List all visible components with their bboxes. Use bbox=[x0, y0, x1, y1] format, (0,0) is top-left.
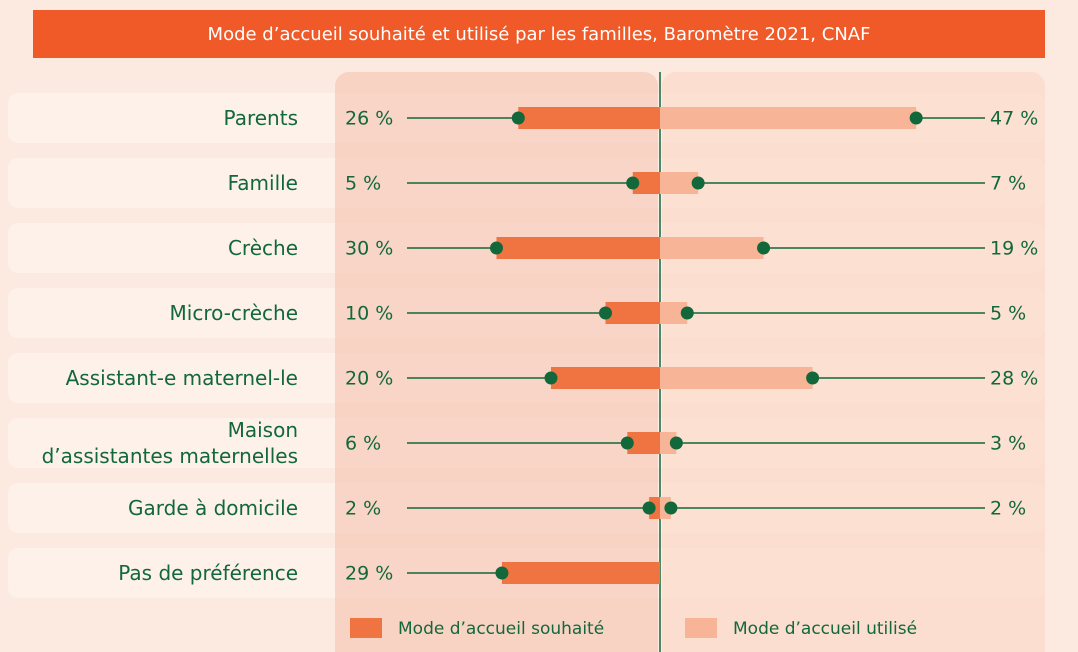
left-panel bbox=[335, 72, 658, 652]
dot bbox=[490, 241, 503, 255]
bar bbox=[660, 367, 813, 389]
dot bbox=[806, 371, 820, 385]
bar bbox=[496, 237, 660, 259]
bar bbox=[660, 302, 688, 324]
value-label: 28 % bbox=[990, 368, 1038, 390]
value-label: 5 % bbox=[990, 303, 1026, 325]
category-label: Crèche bbox=[227, 236, 298, 260]
dot bbox=[909, 111, 923, 125]
dot bbox=[599, 306, 612, 320]
value-label: 10 % bbox=[345, 303, 393, 325]
right-panel bbox=[662, 72, 1045, 652]
value-label: 3 % bbox=[990, 433, 1026, 455]
value-label: 7 % bbox=[990, 173, 1026, 195]
value-label: 6 % bbox=[345, 433, 381, 455]
value-label: 19 % bbox=[990, 238, 1038, 260]
dot bbox=[544, 371, 558, 385]
category-label: Garde à domicile bbox=[128, 496, 298, 520]
value-label: 2 % bbox=[990, 498, 1026, 520]
bar bbox=[605, 302, 660, 324]
bar bbox=[660, 432, 677, 454]
dot bbox=[626, 176, 640, 190]
dot bbox=[511, 111, 525, 125]
category-label: Maison d’assistantes maternelles bbox=[41, 418, 298, 468]
category-label: Micro-crèche bbox=[169, 301, 298, 325]
dot bbox=[691, 176, 705, 190]
value-label: 2 % bbox=[345, 498, 381, 520]
category-label: Parents bbox=[223, 106, 298, 130]
dot bbox=[757, 241, 771, 255]
value-label: 47 % bbox=[990, 108, 1038, 130]
bar bbox=[501, 562, 660, 584]
category-label: Assistant-e maternel-le bbox=[65, 366, 298, 390]
legend-swatch bbox=[350, 618, 382, 638]
bar bbox=[627, 432, 660, 454]
value-label: 26 % bbox=[345, 108, 393, 130]
dot bbox=[680, 306, 694, 320]
bar bbox=[660, 107, 917, 129]
bar bbox=[660, 172, 699, 194]
dot bbox=[620, 436, 634, 450]
value-label: 30 % bbox=[345, 238, 393, 260]
dot bbox=[642, 501, 656, 515]
value-label: 29 % bbox=[345, 563, 393, 585]
category-label: Famille bbox=[227, 171, 298, 195]
legend-swatch bbox=[685, 618, 717, 638]
bar bbox=[632, 172, 660, 194]
dot bbox=[664, 501, 678, 515]
chart-title: Mode d’accueil souhaité et utilisé par l… bbox=[208, 24, 871, 45]
dot bbox=[495, 566, 509, 580]
value-label: 20 % bbox=[345, 368, 393, 390]
legend-label: Mode d’accueil utilisé bbox=[733, 619, 917, 639]
bar bbox=[660, 237, 764, 259]
value-label: 5 % bbox=[345, 173, 381, 195]
title-bar bbox=[33, 10, 1045, 58]
category-label: Pas de préférence bbox=[118, 561, 298, 585]
bar bbox=[551, 367, 660, 389]
legend-label: Mode d’accueil souhaité bbox=[398, 619, 604, 639]
bar bbox=[518, 107, 660, 129]
dot bbox=[669, 436, 683, 450]
